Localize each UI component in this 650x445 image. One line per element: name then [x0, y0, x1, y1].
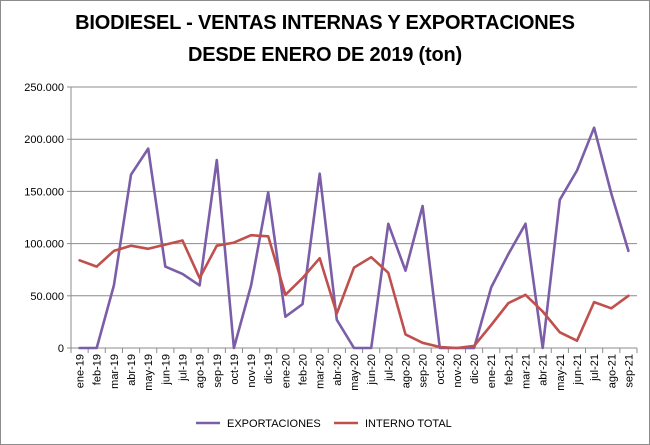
x-tick-label: jun-21 — [572, 354, 584, 386]
chart-title-line-2: DESDE ENERO DE 2019 (ton) — [188, 44, 462, 66]
y-tick-label: 200.000 — [24, 134, 64, 146]
x-tick-label: ago-21 — [606, 354, 618, 388]
y-tick-label: 50.000 — [30, 291, 64, 303]
x-tick-label: jun-19 — [160, 354, 172, 386]
x-tick-label: mar-21 — [521, 354, 533, 389]
y-tick-label: 100.000 — [24, 239, 64, 251]
x-tick-label: dic-19 — [263, 354, 275, 384]
x-tick-label: ago-19 — [195, 354, 207, 388]
x-tick-label: oct-19 — [229, 354, 241, 385]
x-tick-label: may-19 — [143, 354, 155, 391]
x-tick-label: abr-21 — [538, 354, 550, 386]
x-tick-label: ago-20 — [400, 354, 412, 388]
x-tick-label: mar-19 — [109, 354, 121, 389]
x-tick-label: sep-21 — [623, 354, 635, 388]
x-tick-label: dic-20 — [469, 354, 481, 384]
x-tick-label: ene-20 — [280, 354, 292, 388]
x-tick-label: sep-19 — [212, 354, 224, 388]
x-tick-label: jul-19 — [177, 354, 189, 382]
legend-label-2: INTERNO TOTAL — [365, 418, 452, 430]
x-tick-label: nov-20 — [452, 354, 464, 388]
chart-title-line-1: BIODIESEL - VENTAS INTERNAS Y EXPORTACIO… — [75, 12, 575, 34]
x-tick-label: jul-20 — [383, 354, 395, 382]
x-tick-label: ene-19 — [75, 354, 87, 388]
x-tick-label: feb-20 — [298, 354, 310, 385]
x-tick-label: jul-21 — [589, 354, 601, 382]
x-tick-label: feb-19 — [92, 354, 104, 385]
x-tick-label: oct-20 — [435, 354, 447, 385]
legend-label-1: EXPORTACIONES — [227, 418, 321, 430]
x-tick-label: abr-19 — [126, 354, 138, 386]
x-tick-label: abr-20 — [332, 354, 344, 386]
y-tick-label: 250.000 — [24, 82, 64, 94]
y-tick-label: 0 — [58, 343, 64, 355]
x-tick-label: mar-20 — [315, 354, 327, 389]
x-tick-label: nov-19 — [246, 354, 258, 388]
x-tick-label: sep-20 — [418, 354, 430, 388]
x-tick-label: feb-21 — [503, 354, 515, 385]
x-tick-label: ene-21 — [486, 354, 498, 388]
y-tick-label: 150.000 — [24, 186, 64, 198]
x-tick-label: may-21 — [555, 354, 567, 391]
x-tick-label: may-20 — [349, 354, 361, 391]
x-tick-label: jun-20 — [366, 354, 378, 386]
